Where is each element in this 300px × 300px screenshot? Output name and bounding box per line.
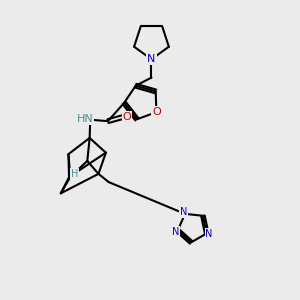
Text: O: O [152, 107, 161, 117]
Text: HN: HN [76, 114, 93, 124]
Text: N: N [180, 207, 187, 218]
Text: H: H [71, 169, 78, 178]
Text: O: O [123, 112, 131, 122]
Text: N: N [172, 227, 179, 237]
Text: N: N [205, 229, 213, 239]
Text: N: N [147, 54, 156, 64]
